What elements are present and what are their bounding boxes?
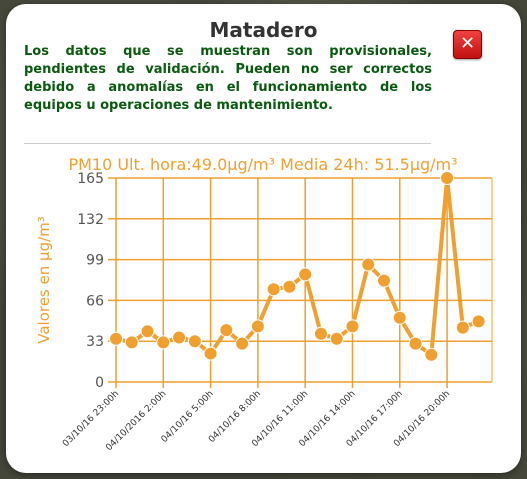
data-point	[392, 310, 407, 325]
data-point	[124, 335, 139, 350]
station-popup: Matadero ✕ Los datos que se muestran son…	[6, 4, 521, 473]
data-point	[408, 336, 423, 351]
data-point	[298, 267, 313, 282]
data-point	[361, 257, 376, 272]
data-point	[424, 347, 439, 362]
data-point	[172, 330, 187, 345]
data-point	[329, 331, 344, 346]
y-tick-label: 99	[86, 253, 104, 269]
data-point	[219, 323, 234, 338]
data-point	[282, 279, 297, 294]
y-tick-label: 0	[95, 375, 104, 391]
data-point	[250, 319, 265, 334]
data-point	[313, 326, 328, 341]
data-point	[109, 331, 123, 346]
divider	[24, 143, 431, 144]
data-point	[345, 319, 360, 334]
y-axis-label: Valores en µg/m³	[35, 216, 53, 344]
data-point	[235, 336, 250, 351]
data-point	[471, 314, 486, 329]
close-button[interactable]: ✕	[453, 30, 482, 59]
data-point	[455, 320, 470, 335]
series-line	[115, 176, 480, 357]
data-point	[203, 346, 218, 361]
data-point	[187, 334, 202, 349]
y-tick-label: 66	[86, 293, 104, 309]
provisional-data-notice: Los datos que se muestran son provisiona…	[24, 44, 432, 113]
chart-title: PM10 Ult. hora:49.0µg/m³ Media 24h: 51.5…	[68, 155, 457, 174]
station-title: Matadero	[209, 18, 318, 42]
data-point	[440, 171, 455, 185]
y-tick-label: 165	[77, 171, 104, 187]
pm10-chart: PM10 Ult. hora:49.0µg/m³ Media 24h: 51.5…	[35, 155, 493, 453]
y-tick-label: 33	[86, 334, 104, 350]
data-point	[266, 282, 281, 297]
data-point	[156, 335, 171, 350]
data-point	[377, 273, 392, 288]
y-tick-label: 132	[77, 212, 104, 228]
data-point	[140, 324, 155, 339]
